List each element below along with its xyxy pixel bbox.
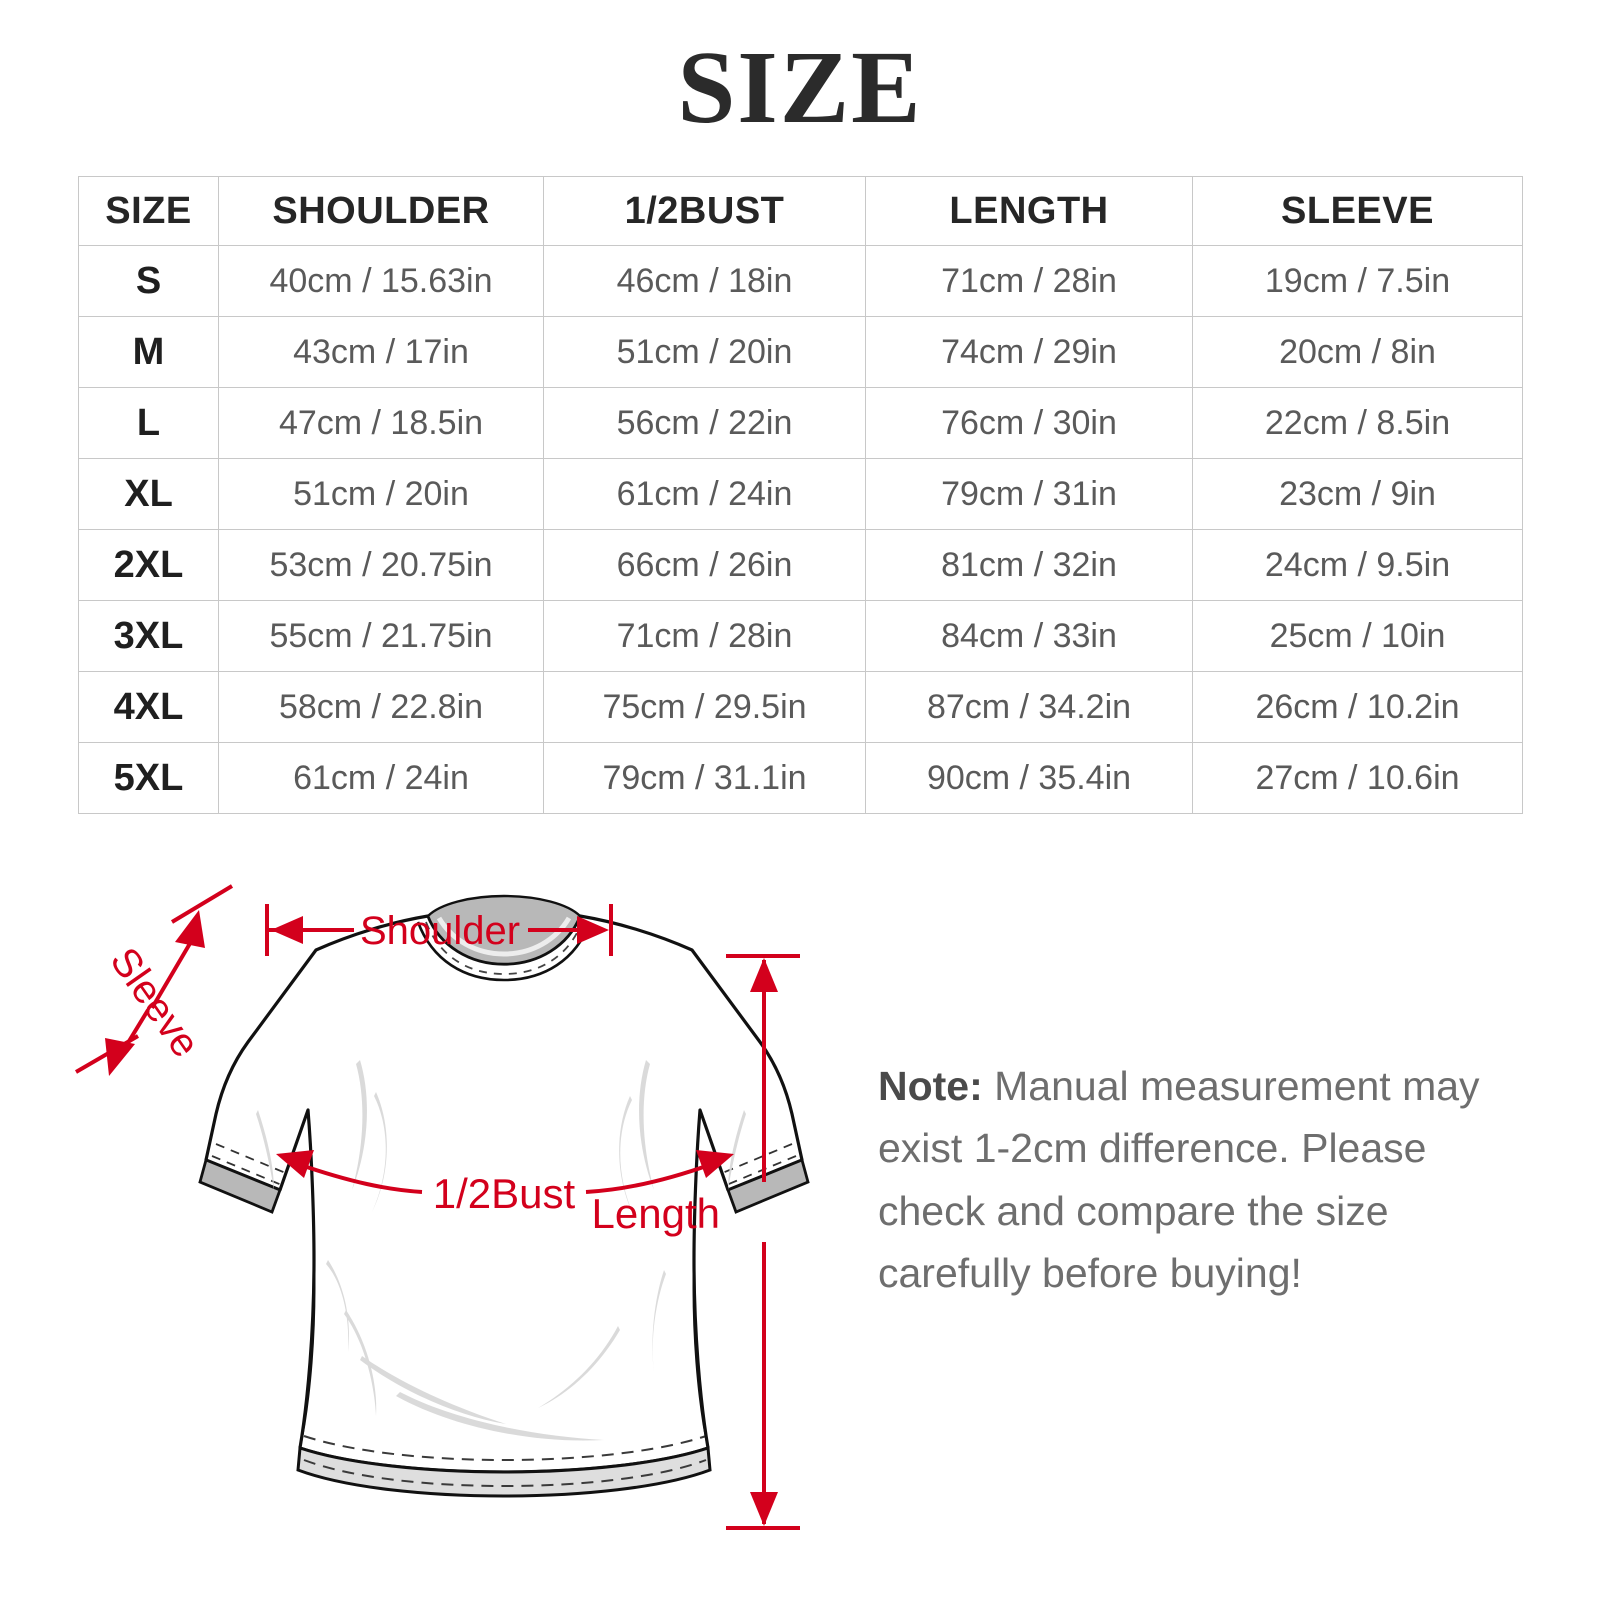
cell-size: 4XL [78, 671, 219, 743]
cell-size: 3XL [78, 600, 219, 672]
cell-shoulder: 53cm / 20.75in [218, 529, 544, 601]
cell-shoulder: 55cm / 21.75in [218, 600, 544, 672]
column-header-shoulder: SHOULDER [218, 176, 544, 246]
sleeve-cuff-right [726, 1158, 810, 1214]
cell-length: 76cm / 30in [865, 387, 1193, 459]
column-header-length: LENGTH [865, 176, 1193, 246]
cell-size: 2XL [78, 529, 219, 601]
cell-shoulder: 58cm / 22.8in [218, 671, 544, 743]
cell-sleeve: 27cm / 10.6in [1192, 742, 1523, 814]
hem-bottom [296, 1445, 712, 1498]
cell-shoulder: 51cm / 20in [218, 458, 544, 530]
collar-rib [436, 916, 572, 957]
cell-shoulder: 43cm / 17in [218, 316, 544, 388]
sleeve-cuff-left [198, 1158, 282, 1214]
side-crease-right [692, 1259, 710, 1449]
column-header-size: SIZE [78, 176, 219, 246]
table-row: 5XL 61cm / 24in 79cm / 31.1in 90cm / 35.… [78, 742, 1523, 814]
cell-bust: 46cm / 18in [543, 245, 866, 317]
cell-size: S [78, 245, 219, 317]
cell-bust: 75cm / 29.5in [543, 671, 866, 743]
hem-stitch-upper [303, 1435, 707, 1462]
cell-size: M [78, 316, 219, 388]
cell-sleeve: 26cm / 10.2in [1192, 671, 1523, 743]
column-header-sleeve: SLEEVE [1192, 176, 1523, 246]
cell-length: 74cm / 29in [865, 316, 1193, 388]
tshirt-measurement-illustration: Shoulder Sleeve 1/2Bust Leng [74, 884, 810, 1530]
note-label: Note: [878, 1063, 983, 1109]
cell-shoulder: 61cm / 24in [218, 742, 544, 814]
cell-sleeve: 24cm / 9.5in [1192, 529, 1523, 601]
tshirt-graphic [198, 894, 810, 1498]
table-row: S 40cm / 15.63in 46cm / 18in 71cm / 28in… [78, 245, 1523, 317]
cell-bust: 61cm / 24in [543, 458, 866, 530]
table-header-row: SIZE SHOULDER 1/2BUST LENGTH SLEEVE [78, 176, 1523, 246]
bust-measure-arrow [276, 1150, 734, 1194]
measurement-diagram: Shoulder Sleeve 1/2Bust Leng [0, 840, 1600, 1600]
note-text: Manual measurement may exist 1-2cm diffe… [878, 1063, 1480, 1296]
column-header-bust: 1/2BUST [543, 176, 866, 246]
cell-sleeve: 22cm / 8.5in [1192, 387, 1523, 459]
side-crease-left [298, 1259, 316, 1449]
cell-length: 71cm / 28in [865, 245, 1193, 317]
cell-bust: 79cm / 31.1in [543, 742, 866, 814]
sleeve-cuff-right-stitch [719, 1143, 797, 1187]
cell-bust: 66cm / 26in [543, 529, 866, 601]
cell-size: L [78, 387, 219, 459]
sleeve-measure-arrow [74, 884, 234, 1076]
shoulder-measure-arrow [265, 904, 613, 956]
length-label: Length [592, 1190, 720, 1237]
sleeve-cuff-left-stitch [211, 1143, 289, 1187]
table-row: L 47cm / 18.5in 56cm / 22in 76cm / 30in … [78, 387, 1523, 459]
shoulder-label: Shoulder [360, 909, 520, 953]
cell-size: 5XL [78, 742, 219, 814]
cell-bust: 51cm / 20in [543, 316, 866, 388]
size-chart-table: SIZE SHOULDER 1/2BUST LENGTH SLEEVE S 40… [78, 176, 1523, 814]
table-row: XL 51cm / 20in 61cm / 24in 79cm / 31in 2… [78, 458, 1523, 530]
cell-length: 84cm / 33in [865, 600, 1193, 672]
size-chart-container: SIZE SHOULDER 1/2BUST LENGTH SLEEVE S 40… [78, 176, 1523, 814]
page-title: SIZE [677, 30, 923, 145]
cell-sleeve: 23cm / 9in [1192, 458, 1523, 530]
table-row: 3XL 55cm / 21.75in 71cm / 28in 84cm / 33… [78, 600, 1523, 672]
note-block: Note: Manual measurement may exist 1-2cm… [878, 1055, 1538, 1304]
collar-stitch [425, 921, 583, 975]
bust-label: 1/2Bust [433, 1170, 576, 1217]
cell-size: XL [78, 458, 219, 530]
cell-shoulder: 40cm / 15.63in [218, 245, 544, 317]
cell-bust: 71cm / 28in [543, 600, 866, 672]
cell-shoulder: 47cm / 18.5in [218, 387, 544, 459]
cell-length: 90cm / 35.4in [865, 742, 1193, 814]
length-measure-arrow [726, 954, 800, 1530]
cell-length: 79cm / 31in [865, 458, 1193, 530]
fabric-folds [256, 1060, 746, 1441]
cell-length: 87cm / 34.2in [865, 671, 1193, 743]
collar-band [416, 921, 592, 982]
cell-sleeve: 19cm / 7.5in [1192, 245, 1523, 317]
hem-stitch-lower [303, 1459, 707, 1488]
cell-sleeve: 20cm / 8in [1192, 316, 1523, 388]
table-row: M 43cm / 17in 51cm / 20in 74cm / 29in 20… [78, 316, 1523, 388]
cell-bust: 56cm / 22in [543, 387, 866, 459]
table-row: 2XL 53cm / 20.75in 66cm / 26in 81cm / 32… [78, 529, 1523, 601]
cell-length: 81cm / 32in [865, 529, 1193, 601]
cell-sleeve: 25cm / 10in [1192, 600, 1523, 672]
table-row: 4XL 58cm / 22.8in 75cm / 29.5in 87cm / 3… [78, 671, 1523, 743]
